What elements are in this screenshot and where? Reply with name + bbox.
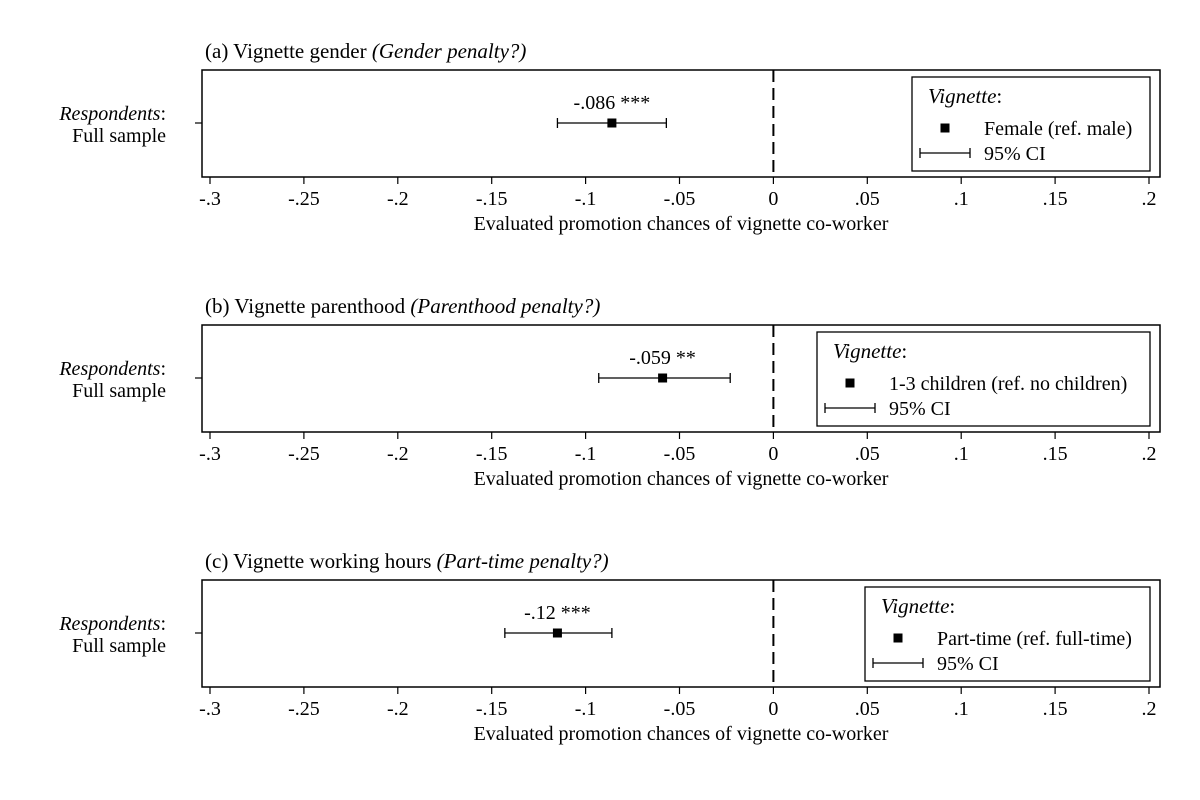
- y-axis-label-line2: Full sample: [72, 125, 166, 147]
- legend-title-colon: :: [996, 84, 1002, 108]
- x-tick-label: -.15: [476, 188, 508, 210]
- x-tick-label: .1: [954, 188, 969, 210]
- panel-title-main: (c) Vignette working hours: [205, 549, 437, 573]
- x-tick-label: .15: [1043, 188, 1068, 210]
- x-tick-label: .1: [954, 443, 969, 465]
- panel-title-main: (a) Vignette gender: [205, 39, 372, 63]
- panel-title-question: (Parenthood penalty?): [410, 294, 600, 318]
- x-tick-label: .2: [1142, 443, 1157, 465]
- legend-marker-icon: [940, 123, 950, 133]
- legend-ci-label: 95% CI: [937, 653, 999, 675]
- chart-panel-1: (a) Vignette gender (Gender penalty?) Res…: [58, 39, 1161, 235]
- x-tick-label: -.15: [476, 443, 508, 465]
- y-axis-label-colon: :: [160, 613, 166, 635]
- x-tick-label: -.2: [387, 188, 409, 210]
- panel-title: (a) Vignette gender (Gender penalty?): [205, 39, 526, 63]
- legend-box: [864, 586, 1151, 682]
- y-axis-label: Respondents:: [58, 613, 166, 635]
- legend-title: Vignette:: [928, 84, 1002, 108]
- panel-title-question: (Part-time penalty?): [437, 549, 609, 573]
- x-tick-label: .05: [855, 188, 880, 210]
- y-axis-label-italic: Respondents: [58, 613, 160, 635]
- y-axis-label-colon: :: [160, 103, 166, 125]
- x-tick-label: -.15: [476, 698, 508, 720]
- x-tick-label: 0: [768, 698, 778, 720]
- x-tick-label: -.3: [199, 188, 221, 210]
- point-estimate-marker: [607, 118, 617, 128]
- estimate-label: -.086 ***: [574, 92, 651, 114]
- legend-ci-label: 95% CI: [889, 398, 951, 420]
- x-tick-label: -.1: [575, 188, 597, 210]
- x-axis-label: Evaluated promotion chances of vignette …: [474, 723, 889, 745]
- legend: Vignette: Part-time (ref. full-time) 95% C…: [864, 586, 1151, 682]
- x-tick-label: 0: [768, 443, 778, 465]
- panel-title: (b) Vignette parenthood (Parenthood pena…: [205, 294, 600, 318]
- legend-marker-label: Part-time (ref. full-time): [937, 628, 1132, 650]
- panel-title-question: (Gender penalty?): [372, 39, 527, 63]
- legend-ci-label: 95% CI: [984, 143, 1046, 165]
- legend-title-italic: Vignette: [833, 339, 901, 363]
- y-axis-label: Respondents:: [58, 358, 166, 380]
- panel-title: (c) Vignette working hours (Part-time pe…: [205, 549, 609, 573]
- estimate-label: -.12 ***: [524, 602, 591, 624]
- legend-box: [816, 331, 1151, 427]
- x-tick-label: -.25: [288, 698, 320, 720]
- x-tick-label: -.3: [199, 698, 221, 720]
- x-tick-label: -.05: [664, 188, 696, 210]
- legend-title-italic: Vignette: [881, 594, 949, 618]
- x-tick-label: .1: [954, 698, 969, 720]
- x-axis-label: Evaluated promotion chances of vignette …: [474, 213, 889, 235]
- legend: Vignette: Female (ref. male) 95% CI: [911, 76, 1151, 172]
- x-tick-label: -.05: [664, 443, 696, 465]
- x-tick-label: .2: [1142, 698, 1157, 720]
- panel-title-main: (b) Vignette parenthood: [205, 294, 410, 318]
- chart-panel-2: (b) Vignette parenthood (Parenthood pena…: [58, 294, 1161, 490]
- y-axis-label-line2: Full sample: [72, 380, 166, 402]
- x-tick-label: .05: [855, 698, 880, 720]
- x-tick-label: 0: [768, 188, 778, 210]
- legend-marker-icon: [893, 633, 903, 643]
- legend-title-colon: :: [949, 594, 955, 618]
- legend-title: Vignette:: [881, 594, 955, 618]
- y-axis-label-italic: Respondents: [58, 358, 160, 380]
- y-axis-label: Respondents:: [58, 103, 166, 125]
- x-tick-label: .15: [1043, 698, 1068, 720]
- x-tick-label: -.2: [387, 443, 409, 465]
- x-tick-label: -.1: [575, 698, 597, 720]
- legend-marker-label: 1-3 children (ref. no children): [889, 373, 1127, 395]
- legend-title-italic: Vignette: [928, 84, 996, 108]
- x-tick-label: -.1: [575, 443, 597, 465]
- legend-marker-label: Female (ref. male): [984, 118, 1132, 140]
- x-tick-label: .2: [1142, 188, 1157, 210]
- estimate-label: -.059 **: [629, 347, 696, 369]
- x-tick-label: .15: [1043, 443, 1068, 465]
- x-tick-label: .05: [855, 443, 880, 465]
- y-axis-label-colon: :: [160, 358, 166, 380]
- chart-panel-3: (c) Vignette working hours (Part-time pe…: [58, 549, 1161, 745]
- legend: Vignette: 1-3 children (ref. no children)…: [816, 331, 1151, 427]
- point-estimate-marker: [552, 628, 562, 638]
- legend-title-colon: :: [901, 339, 907, 363]
- y-axis-label-italic: Respondents: [58, 103, 160, 125]
- legend-title: Vignette:: [833, 339, 907, 363]
- x-tick-label: -.3: [199, 443, 221, 465]
- legend-box: [911, 76, 1151, 172]
- y-axis-label-line2: Full sample: [72, 635, 166, 657]
- x-tick-label: -.05: [664, 698, 696, 720]
- point-estimate-marker: [658, 373, 668, 383]
- x-tick-label: -.25: [288, 188, 320, 210]
- x-axis-label: Evaluated promotion chances of vignette …: [474, 468, 889, 490]
- x-tick-label: -.2: [387, 698, 409, 720]
- legend-marker-icon: [845, 378, 855, 388]
- x-tick-label: -.25: [288, 443, 320, 465]
